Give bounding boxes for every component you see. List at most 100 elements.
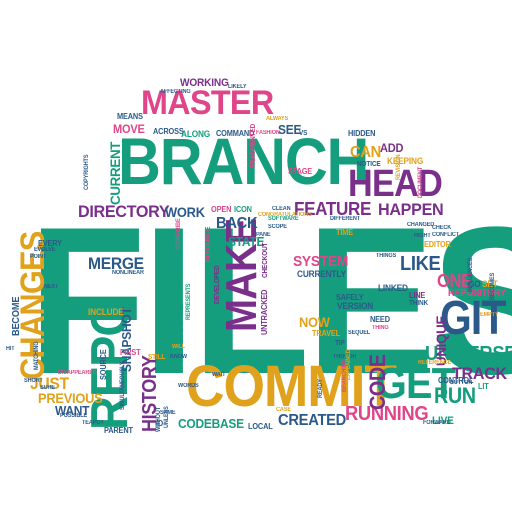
word-case: CASE bbox=[276, 407, 291, 413]
cloud-lobe bbox=[390, 270, 510, 390]
word-repository: REPOSITORY bbox=[448, 288, 506, 299]
word-still: STILL bbox=[148, 354, 166, 361]
word-track: TRACK bbox=[452, 364, 507, 383]
word-along: ALONG bbox=[181, 129, 211, 139]
word-code: CODE bbox=[365, 354, 390, 410]
word-feature: FEATURE bbox=[294, 199, 372, 219]
word-travel: TRAVEL bbox=[312, 329, 341, 338]
word-likely: LIKELY bbox=[228, 84, 247, 90]
word-running: RUNNING bbox=[345, 403, 429, 425]
word-open: OPEN bbox=[211, 205, 232, 214]
word-scope: SCOPE bbox=[268, 224, 287, 230]
word-untracked: UNTRACKED bbox=[260, 289, 269, 335]
word-wait: WAIT bbox=[212, 372, 226, 378]
word-subscribe: SUBSCRIBE bbox=[176, 218, 182, 250]
word-disappeared: DISAPPEARED bbox=[58, 370, 97, 376]
cloud-lobe bbox=[230, 70, 390, 230]
cloud-lobe bbox=[0, 260, 140, 400]
word-control: CONTROL bbox=[438, 376, 474, 385]
word-forward: FORWARD bbox=[423, 420, 451, 426]
word-universe: UNIVERSE bbox=[425, 343, 512, 365]
word-time: TIME bbox=[336, 228, 354, 237]
word-represents: REPRESENTS bbox=[186, 283, 192, 320]
word-want: WANT bbox=[55, 403, 90, 418]
word-ready: READY bbox=[318, 379, 324, 398]
word-affecting: AFFECTING bbox=[160, 89, 191, 95]
word-revision: REVISION bbox=[396, 154, 402, 180]
word-directory: DIRECTORY bbox=[78, 202, 170, 221]
word-system: SYSTEM bbox=[293, 253, 349, 270]
word-happen: HAPPEN bbox=[378, 200, 444, 219]
word-checkout: CHECKOUT bbox=[262, 242, 269, 278]
word-working: WORKING bbox=[180, 77, 229, 89]
word-one: ONE bbox=[437, 271, 472, 291]
word-can: CAN bbox=[350, 144, 382, 161]
word-master: MASTER bbox=[141, 84, 274, 122]
word-need: NEED bbox=[370, 315, 390, 324]
word-pane: PANE bbox=[256, 232, 271, 238]
word-words: WORDS bbox=[178, 383, 199, 389]
word-run: RUN bbox=[434, 383, 476, 408]
word-now: NOW bbox=[299, 314, 330, 330]
word-button: BUTTON bbox=[450, 380, 473, 386]
word-software: SOFTWARE bbox=[268, 216, 299, 222]
word-command: COMMAND bbox=[216, 129, 255, 138]
word-go: GO bbox=[468, 279, 481, 289]
word-matching: MATCHING bbox=[34, 341, 40, 370]
word-merge: MERGE bbox=[88, 254, 144, 273]
word-every: EVERY bbox=[38, 239, 62, 248]
word-notice: NOTICE bbox=[357, 161, 381, 168]
word-safely: SAFELY bbox=[336, 293, 364, 302]
word-state: STATE bbox=[228, 234, 265, 249]
word-document: DOCUMENT bbox=[418, 166, 424, 198]
word-simultaneously: SIMULTANEOUSLY bbox=[120, 361, 126, 410]
word-know: KNOW bbox=[170, 354, 188, 360]
word-hit: HIT bbox=[6, 346, 15, 352]
word-think: THINK bbox=[409, 300, 429, 307]
word-changed: CHANGED bbox=[407, 222, 435, 228]
word-same: SAME bbox=[160, 410, 176, 416]
word-influences: INFLUENCES bbox=[468, 257, 474, 292]
word-evolve: EVOLVE bbox=[34, 247, 56, 253]
word-conflict: CONFLICT bbox=[432, 232, 460, 238]
word-id: ID bbox=[156, 419, 164, 428]
word-fashion: FASHION bbox=[256, 130, 280, 136]
word-vs: VS bbox=[299, 130, 308, 137]
word-resource: RESOURCE bbox=[205, 226, 212, 262]
word-back: BACK bbox=[216, 215, 258, 232]
word-first: FIRST bbox=[120, 348, 141, 357]
word-linked: LINKED bbox=[378, 283, 408, 293]
word-previous: PREVIOUS bbox=[38, 390, 103, 406]
word-add: ADD bbox=[380, 141, 404, 155]
word-check: CHECK bbox=[432, 225, 452, 231]
word-live: LIVE bbox=[432, 415, 454, 427]
word-git: GIT bbox=[440, 292, 506, 345]
word-possible: POSSIBLE bbox=[60, 413, 88, 419]
word-thing: THING bbox=[372, 325, 389, 331]
word-branch: BRANCH bbox=[118, 124, 369, 198]
word-though: THOUGH bbox=[333, 354, 357, 360]
word-keeping: KEEPING bbox=[387, 156, 424, 166]
word-congratulations: CONGRATULATIONS bbox=[258, 212, 312, 218]
word-nonlinear: NONLINEAR bbox=[112, 270, 144, 276]
word-reference: REFERENCE bbox=[418, 360, 452, 366]
word-point: POINT bbox=[30, 254, 47, 260]
word-source: SOURCE bbox=[99, 349, 108, 380]
word-head: HEAD bbox=[348, 163, 443, 205]
word-codebase: CODEBASE bbox=[178, 416, 244, 431]
word-created: CREATED bbox=[278, 412, 347, 429]
word-currently: CURRENTLY bbox=[297, 269, 346, 279]
word-always: ALWAYS bbox=[266, 116, 289, 122]
word-parent: PARENT bbox=[104, 426, 133, 435]
word-just: JUST bbox=[30, 374, 69, 393]
word-editor: EDITOR bbox=[424, 240, 451, 249]
word-move: MOVE bbox=[113, 122, 145, 136]
word-becomes: BECOMES bbox=[490, 272, 496, 300]
word-line: LINE bbox=[409, 291, 426, 300]
word-get: GET bbox=[376, 359, 456, 408]
word-icon: ICON bbox=[234, 205, 252, 214]
word-clean: CLEAN bbox=[272, 206, 291, 212]
word-sequel: SEQUEL bbox=[348, 330, 371, 336]
word-see: SEE bbox=[278, 122, 302, 137]
